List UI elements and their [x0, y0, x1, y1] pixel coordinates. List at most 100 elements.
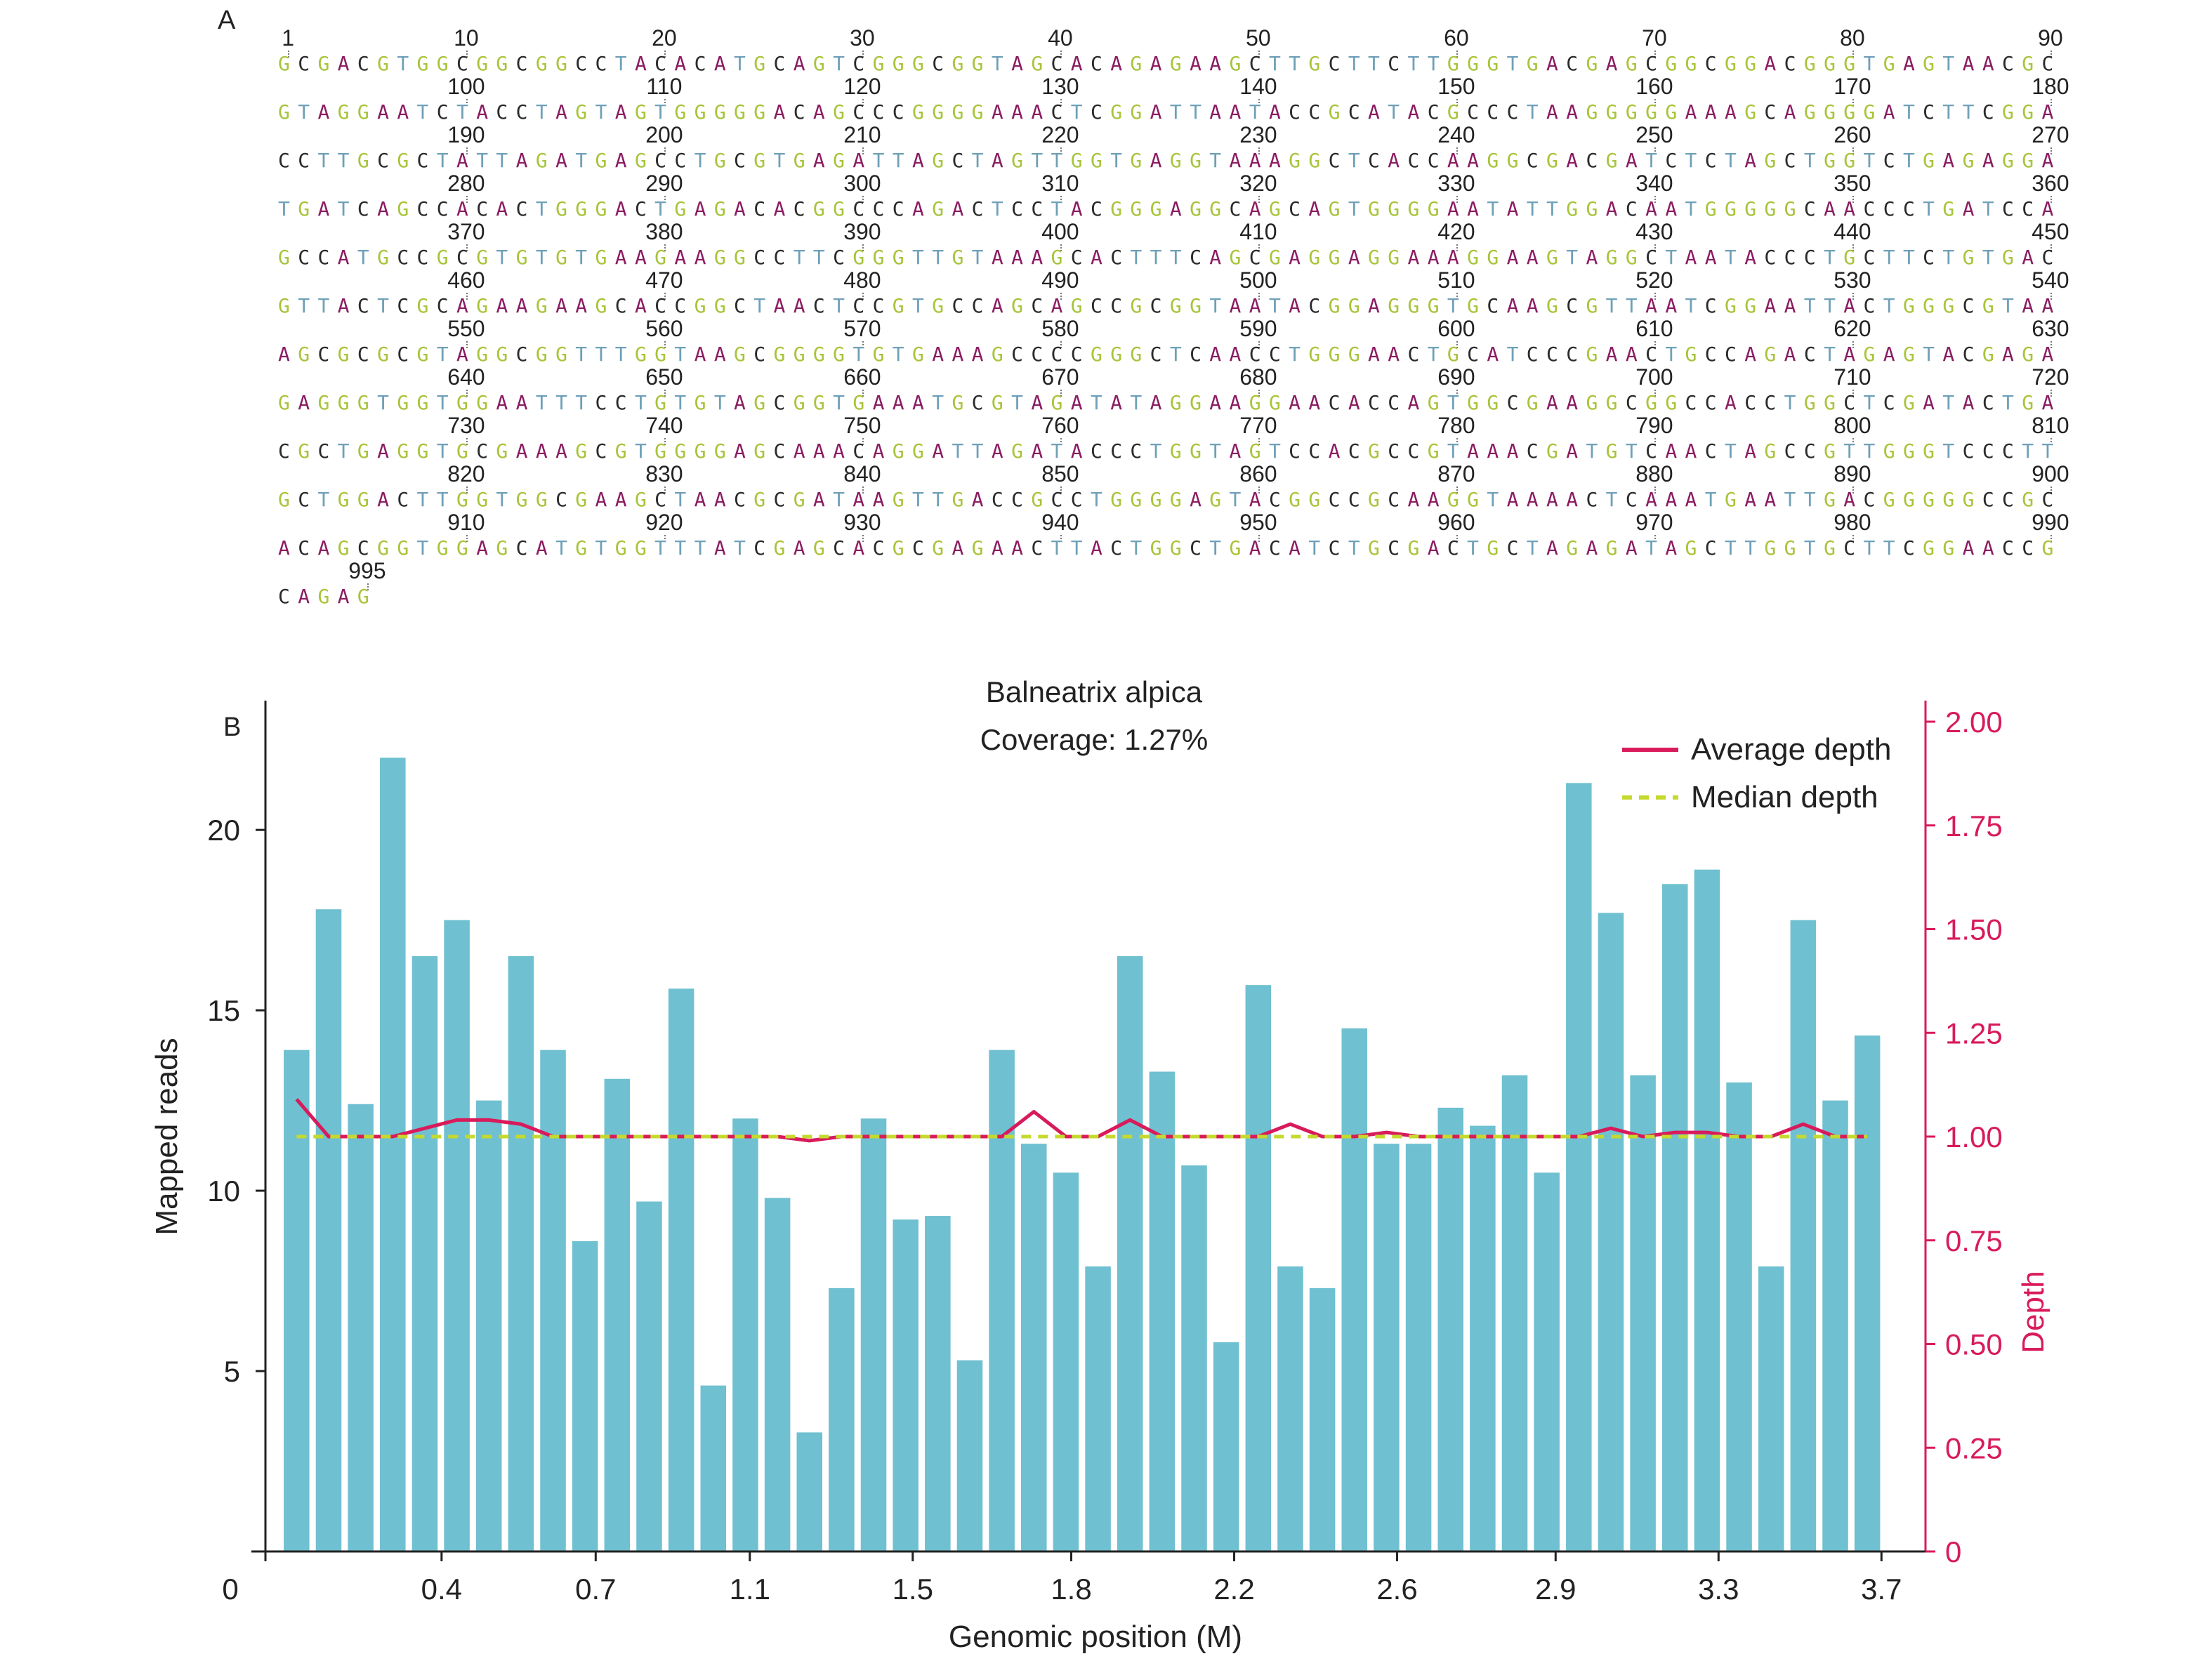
position-label: 100: [447, 74, 485, 99]
position-tick: [466, 535, 468, 542]
coverage-bar: [1470, 1125, 1496, 1551]
position-label: 60: [1444, 25, 1469, 51]
position-tick: [1852, 99, 1854, 106]
position-label: 10: [454, 25, 479, 51]
position-label: 710: [1834, 364, 1871, 390]
coverage-bar: [860, 1118, 887, 1551]
position-tick: [466, 244, 468, 251]
position-label: 870: [1437, 461, 1475, 486]
position-tick: [1060, 390, 1062, 397]
x-tick-label: 0: [222, 1573, 238, 1606]
position-label: 190: [447, 122, 485, 147]
sequence-text: GTAGGAATCTACCTAGTAGTGGGGGACAGCCCGGGGAAAC…: [278, 100, 2062, 124]
position-label: 540: [2032, 267, 2069, 293]
position-tick: [862, 390, 864, 397]
coverage-bar: [315, 909, 342, 1551]
coverage-bar: [1598, 913, 1624, 1551]
position-tick: [862, 99, 864, 106]
coverage-bar: [925, 1216, 951, 1551]
position-label: 650: [645, 364, 683, 390]
sequence-text: ACAGCGGTGGAGCATGTGGTTTATCGAGCACGCGAGAACT…: [278, 536, 2062, 560]
position-tick: [664, 147, 666, 154]
chart-title: Balneatrix alpica: [986, 675, 1203, 708]
position-label: 270: [2032, 122, 2069, 147]
coverage-bar: [604, 1078, 631, 1551]
position-label: 960: [1437, 510, 1475, 535]
sequence-row: 190 200 210 220 230 240 250 260 270 CCTTGCGCTATTA…: [0, 122, 2212, 172]
position-tick: [1852, 293, 1854, 300]
sequence-row: 370 380 390 400 410 420 430 440 450 GCCATGCCGCGTG…: [0, 219, 2212, 269]
position-tick: [466, 438, 468, 445]
position-label: 20: [652, 25, 677, 51]
position-label: 860: [1239, 461, 1277, 486]
coverage-bar: [412, 956, 438, 1551]
position-tick: [1456, 244, 1458, 251]
coverage-bar: [1630, 1075, 1656, 1551]
sequence-text: GAGGGTGGTGGAATTTCCTGTGTAGCGGTGAAATGCGTAG…: [278, 391, 2062, 414]
coverage-bar: [1181, 1165, 1207, 1551]
position-label: 500: [1239, 267, 1277, 293]
position-tick: [862, 535, 864, 542]
position-label: 150: [1437, 74, 1475, 99]
coverage-bar: [989, 1050, 1015, 1551]
position-label: 800: [1834, 413, 1871, 438]
y2-tick-label: 1.00: [1945, 1120, 2003, 1153]
position-label: 260: [1834, 122, 1871, 147]
coverage-bar: [700, 1385, 727, 1551]
position-label: 720: [2032, 364, 2069, 390]
sequence-row: 1 10 20 30 40 50 60 70 80 90 GCGACGTGGCGGCGGCCTACA…: [0, 25, 2212, 75]
bars-layer: [284, 757, 1881, 1551]
position-label: 160: [1635, 74, 1673, 99]
sequence-row: 640 650 660 670 680 690 700 710 720 GAGGGTGGTGGAA…: [0, 364, 2212, 414]
legend: Average depth Median depth: [1622, 732, 1891, 814]
position-tick: [1456, 147, 1458, 154]
position-tick: [1258, 438, 1260, 445]
panel-a-label: A: [218, 6, 236, 35]
position-tick: [664, 535, 666, 542]
position-tick: [1654, 390, 1656, 397]
position-tick: [862, 147, 864, 154]
position-tick: [1456, 293, 1458, 300]
x-tick-label: 2.6: [1376, 1573, 1417, 1606]
y2-tick-label: 1.25: [1945, 1017, 2003, 1050]
legend-median-label: Median depth: [1691, 780, 1878, 814]
x-tick-label: 3.7: [1861, 1573, 1902, 1606]
position-tick: [862, 438, 864, 445]
coverage-bar: [1437, 1107, 1463, 1551]
sequence-text: GCGACGTGGCGGCGGCCTACACATGCAGTCGGGCGGTAGC…: [278, 52, 2062, 75]
position-tick: [664, 486, 666, 494]
position-tick: [1258, 486, 1260, 494]
position-label: 130: [1041, 74, 1079, 99]
y-tick-label: 10: [207, 1174, 240, 1207]
position-tick: [2050, 196, 2052, 203]
y2-tick-label: 1.50: [1945, 913, 2003, 946]
position-label: 360: [2032, 171, 2069, 196]
position-tick: [2050, 293, 2052, 300]
position-label: 790: [1635, 413, 1673, 438]
position-tick: [664, 99, 666, 106]
position-tick: [1456, 51, 1458, 58]
position-label: 670: [1041, 364, 1079, 390]
position-tick: [1258, 293, 1260, 300]
position-label: 350: [1834, 171, 1871, 196]
position-label: 240: [1437, 122, 1475, 147]
position-tick: [1060, 293, 1062, 300]
position-label: 810: [2032, 413, 2069, 438]
position-label: 510: [1437, 267, 1475, 293]
coverage-bar: [1341, 1028, 1368, 1551]
position-label: 970: [1635, 510, 1673, 535]
position-tick: [1852, 341, 1854, 348]
position-tick: [2050, 244, 2052, 251]
position-label: 590: [1239, 316, 1277, 341]
position-tick: [664, 244, 666, 251]
position-label: 950: [1239, 510, 1277, 535]
position-tick: [1456, 196, 1458, 203]
position-tick: [1456, 486, 1458, 494]
sequence-row: 730 740 750 760 770 780 790 800 810 CGCTGAGGTGCGA…: [0, 413, 2212, 463]
position-tick: [466, 99, 468, 106]
position-tick: [862, 293, 864, 300]
position-label: 630: [2032, 316, 2069, 341]
position-tick: [1852, 486, 1854, 494]
coverage-bar: [1790, 920, 1817, 1551]
position-tick: [1060, 244, 1062, 251]
